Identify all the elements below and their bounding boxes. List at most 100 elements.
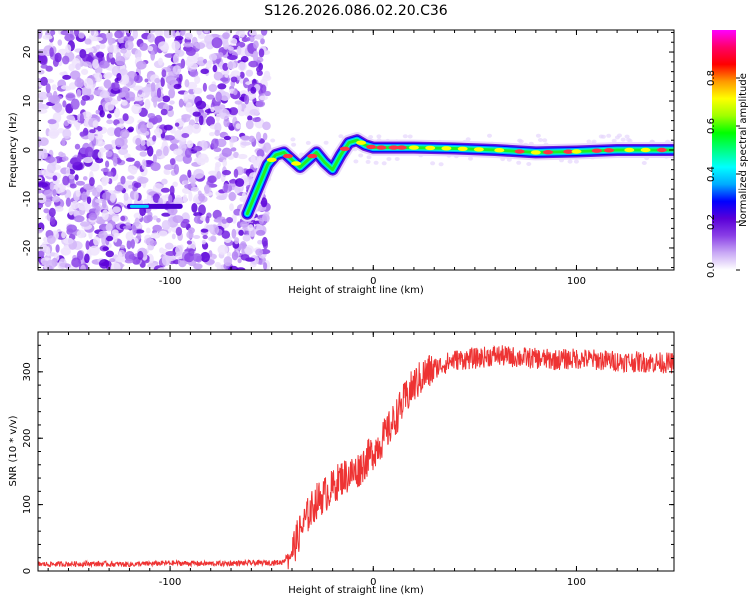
noise-blob (116, 95, 122, 102)
noise-blob (189, 69, 199, 78)
noise-blob (205, 60, 212, 69)
noise-blob (92, 59, 100, 69)
x-tick-label: 0 (370, 276, 376, 287)
noise-blob (338, 134, 344, 139)
noise-blob (233, 168, 239, 178)
top-y-axis-label: Frequency (Hz) (8, 112, 19, 188)
noise-blob (247, 115, 253, 121)
noise-blob (118, 251, 123, 262)
bottom-x-axis-label: Height of straight line (km) (288, 585, 424, 596)
noise-blob (224, 69, 229, 79)
noise-blob (99, 110, 105, 118)
noise-blob (600, 134, 606, 139)
noise-blob (240, 90, 248, 96)
noise-blob (222, 62, 229, 71)
noise-blob (163, 145, 169, 157)
noise-blob (240, 254, 250, 261)
noise-blob (244, 94, 250, 105)
noise-blob (239, 61, 246, 71)
bottom-axis-ticks: -100 0 100 0 100 200 300 (22, 331, 674, 588)
noise-blob (38, 250, 45, 258)
noise-blob (221, 230, 231, 239)
noise-blob (257, 239, 263, 245)
ridge-peak (408, 145, 419, 150)
ridge-peak (307, 153, 318, 159)
noise-blob (122, 74, 130, 85)
noise-blob (255, 100, 266, 108)
noise-blob (171, 40, 181, 51)
noise-blob (102, 191, 112, 201)
y-tick-label: 300 (22, 362, 33, 381)
noise-blob (438, 162, 444, 167)
noise-blob (71, 257, 81, 268)
noise-blob (126, 175, 135, 180)
noise-blob (95, 44, 100, 50)
noise-blob (89, 162, 100, 172)
ridge-peak (604, 148, 614, 153)
noise-blob (193, 168, 205, 179)
noise-blob (258, 48, 265, 58)
noise-blob (54, 206, 64, 212)
x-tick-label: -100 (159, 276, 182, 287)
noise-blob (381, 161, 387, 166)
noise-blob (39, 54, 48, 65)
noise-blob (107, 36, 113, 46)
noise-blob (96, 51, 105, 59)
noise-blob (252, 117, 261, 123)
noise-blob (259, 95, 268, 101)
noise-blob (209, 224, 214, 234)
noise-blob (197, 56, 204, 62)
noise-blob (248, 60, 259, 68)
noise-blob (134, 49, 142, 60)
noise-blob (38, 69, 45, 75)
noise-blob (150, 82, 156, 92)
ridge-peak (473, 147, 484, 152)
noise-blob (157, 267, 169, 270)
x-tick-label: 100 (567, 276, 586, 287)
noise-blob (234, 100, 243, 105)
noise-blob (247, 224, 254, 232)
noise-blob (165, 255, 177, 262)
noise-blob (215, 113, 220, 123)
noise-blob (160, 187, 170, 193)
noise-blob (178, 73, 183, 83)
noise-blob (611, 138, 617, 143)
noise-blob (187, 124, 193, 131)
noise-blob (208, 170, 218, 176)
noise-blob (88, 132, 95, 142)
noise-blob (214, 129, 220, 137)
noise-blob (120, 47, 127, 54)
noise-blob (49, 182, 54, 190)
noise-blob (262, 132, 268, 141)
noise-blob (121, 99, 128, 106)
noise-blob (70, 98, 80, 110)
ridge-peak (591, 148, 602, 153)
noise-blob (79, 131, 86, 137)
noise-blob (61, 55, 70, 65)
noise-blob (83, 176, 88, 181)
noise-blob (376, 134, 382, 139)
noise-blob (75, 180, 86, 186)
x-tick-label: 0 (370, 577, 376, 588)
noise-blob (217, 244, 229, 255)
noise-blob (51, 84, 57, 91)
noise-blob (353, 159, 359, 164)
noise-blob (109, 193, 116, 203)
noise-blob (106, 113, 112, 119)
noise-blob (165, 75, 176, 85)
noise-blob (108, 208, 114, 215)
noise-blob (92, 188, 97, 196)
noise-blob (137, 250, 144, 260)
noise-blob (90, 30, 95, 36)
noise-blob (240, 221, 249, 228)
noise-blob (227, 61, 237, 70)
noise-blob (143, 198, 149, 205)
noise-blob (223, 135, 231, 141)
noise-blob (112, 156, 118, 167)
noise-blob (94, 72, 103, 83)
colorbar-label: Normalized spectral amplitude (738, 73, 749, 227)
frequency-ridge (239, 132, 674, 222)
noise-blob (206, 94, 215, 100)
noise-blob (237, 153, 248, 160)
noise-blob (62, 128, 72, 139)
